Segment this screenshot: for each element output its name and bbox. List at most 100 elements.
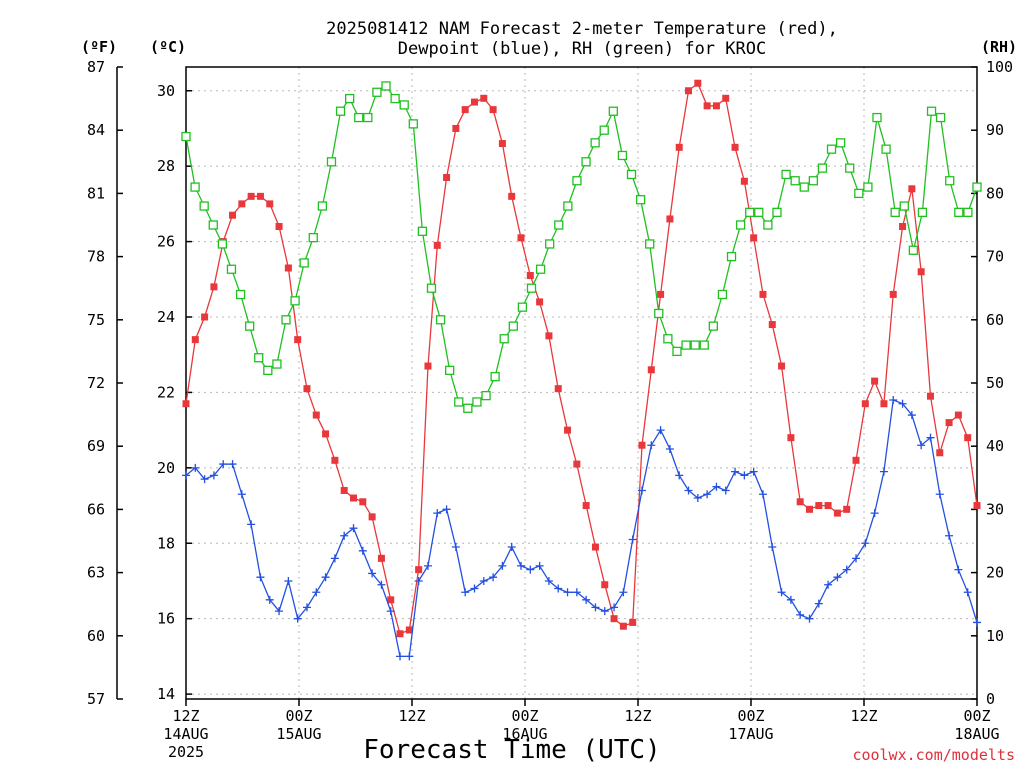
temperature-point — [247, 192, 255, 200]
dewpoint-point — [340, 531, 349, 540]
celsius-tick-label: 28 — [157, 157, 175, 175]
rh-point — [190, 182, 200, 192]
dewpoint-point — [489, 573, 498, 582]
dewpoint-point — [684, 486, 693, 495]
dewpoint-point — [423, 561, 432, 570]
dewpoint-point — [879, 467, 888, 476]
temperature-point — [182, 400, 190, 408]
x-axis-label: Forecast Time (UTC) — [363, 735, 660, 765]
dewpoint-point — [507, 543, 516, 552]
dewpoint-point — [544, 576, 553, 585]
temperature-point — [601, 581, 609, 589]
rh-point — [626, 169, 637, 180]
fahrenheit-tick-label: 63 — [87, 564, 105, 582]
temperature-point — [564, 426, 572, 434]
fahrenheit-tick-label: 66 — [87, 500, 105, 518]
rh-point — [708, 321, 718, 331]
rh-point — [608, 106, 618, 116]
dewpoint-point — [582, 595, 591, 604]
dewpoint-point — [656, 426, 665, 435]
rh-point — [945, 176, 955, 186]
temperature-point — [722, 94, 730, 102]
celsius-tick-label: 14 — [157, 685, 175, 703]
rh-point — [335, 106, 346, 116]
temperature-point — [396, 630, 404, 638]
rh-point — [681, 340, 691, 350]
dewpoint-point — [265, 595, 274, 604]
temperature-point — [582, 502, 590, 510]
temperature-point — [312, 411, 320, 419]
dewpoint-point — [349, 524, 358, 533]
temperature-point — [796, 498, 804, 506]
credit-link[interactable]: coolwx.com/modelts — [852, 746, 1015, 764]
dewpoint-point — [563, 588, 572, 597]
fahrenheit-tick-label: 81 — [87, 184, 105, 202]
temperature-point — [945, 419, 953, 427]
unit-rh: (RH) — [981, 38, 1017, 56]
rh-point — [517, 302, 528, 312]
rh-point — [372, 87, 382, 97]
temperature-point — [889, 290, 897, 298]
fahrenheit-tick-label: 60 — [87, 627, 105, 645]
x-tick-date: 17AUG — [728, 725, 773, 743]
rh-tick-label: 30 — [986, 500, 1004, 518]
rh-point — [772, 207, 782, 218]
dewpoint-point — [712, 482, 721, 491]
dewpoint-point — [861, 539, 870, 548]
dewpoint-point — [312, 588, 321, 597]
temperature-point — [666, 215, 674, 223]
temperature-point — [517, 234, 525, 242]
temperature-point — [694, 79, 702, 87]
dewpoint-point — [237, 490, 246, 499]
dewpoint-point — [758, 490, 767, 499]
temperature-point — [629, 618, 637, 626]
rh-point — [199, 201, 209, 211]
axes: 57 60 63 66 69 72 75 78 81 84 87 14 16 18 20 22 24 26 28 30… — [87, 58, 1013, 761]
rh-point — [217, 239, 228, 249]
rh-point — [908, 245, 919, 255]
chart-subtitle: Dewpoint (blue), RH (green) for KROC — [398, 39, 766, 59]
rh-point — [281, 315, 291, 325]
dewpoint-point — [935, 490, 944, 499]
rh-point — [463, 403, 473, 413]
temperature-point — [685, 87, 693, 95]
temperature-point — [638, 441, 646, 449]
rh-point — [745, 207, 755, 218]
temperature-point — [191, 336, 199, 344]
rh-point — [208, 220, 218, 230]
temperature-point — [768, 321, 776, 329]
fahrenheit-tick-label: 69 — [87, 437, 105, 455]
celsius-tick-label: 16 — [157, 610, 175, 628]
rh-point — [345, 93, 355, 104]
rh-point — [508, 321, 518, 331]
dewpoint-point — [321, 573, 330, 582]
dewpoint-point — [572, 588, 581, 597]
rh-point — [854, 188, 864, 199]
temperature-point — [498, 140, 506, 148]
temperature-point — [861, 400, 869, 408]
data-series — [181, 79, 982, 661]
x-tick-time: 12Z — [398, 707, 425, 725]
temperature-point — [266, 200, 274, 208]
rh-point — [244, 321, 255, 331]
temperature-point — [256, 192, 264, 200]
rh-point — [763, 220, 773, 230]
dewpoint-point — [517, 561, 526, 570]
x-tick-time: 00Z — [737, 707, 764, 725]
x-tick-time: 12Z — [624, 707, 651, 725]
rh-point — [408, 119, 418, 129]
temperature-point — [573, 460, 581, 468]
rh-tick-label: 60 — [986, 311, 1004, 329]
x-tick-year: 2025 — [168, 743, 204, 761]
dewpoint-point — [405, 652, 414, 661]
dewpoint-point — [610, 603, 619, 612]
temperature-point — [740, 177, 748, 185]
temperature-point — [954, 411, 962, 419]
rh-point — [181, 131, 191, 142]
temperature-point — [787, 434, 795, 442]
rh-point — [481, 390, 491, 401]
celsius-tick-label: 30 — [157, 82, 175, 100]
x-tick-time: 00Z — [511, 707, 538, 725]
temperature-point — [824, 502, 832, 510]
